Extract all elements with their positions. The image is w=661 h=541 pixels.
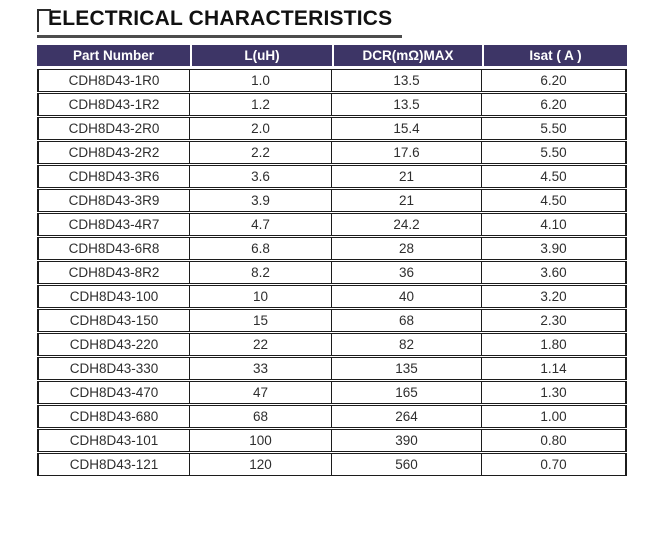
cell-part-number: CDH8D43-1R0	[37, 69, 190, 92]
corner-bracket-icon	[37, 9, 51, 32]
cell-isat-a: 4.50	[482, 165, 627, 188]
cell-part-number: CDH8D43-150	[37, 309, 190, 332]
cell-dcr-mohm-max: 24.2	[332, 213, 482, 236]
table-row: CDH8D43-2R2 2.2 17.6 5.50	[37, 141, 627, 164]
cell-part-number: CDH8D43-100	[37, 285, 190, 308]
cell-isat-a: 5.50	[482, 117, 627, 140]
cell-inductance-uh: 33	[190, 357, 332, 380]
cell-inductance-uh: 8.2	[190, 261, 332, 284]
table-row: CDH8D43-8R2 8.2 36 3.60	[37, 261, 627, 284]
table-row: CDH8D43-220 22 82 1.80	[37, 333, 627, 356]
cell-part-number: CDH8D43-680	[37, 405, 190, 428]
table-row: CDH8D43-1R0 1.0 13.5 6.20	[37, 69, 627, 92]
cell-part-number: CDH8D43-3R6	[37, 165, 190, 188]
cell-isat-a: 4.50	[482, 189, 627, 212]
cell-dcr-mohm-max: 560	[332, 453, 482, 476]
column-header-part-number: Part Number	[37, 45, 190, 68]
table-row: CDH8D43-680 68 264 1.00	[37, 405, 627, 428]
cell-part-number: CDH8D43-1R2	[37, 93, 190, 116]
cell-isat-a: 3.60	[482, 261, 627, 284]
cell-inductance-uh: 3.6	[190, 165, 332, 188]
table-header: Part Number L(uH) DCR(mΩ)MAX Isat ( A )	[37, 45, 627, 68]
column-header-dcr: DCR(mΩ)MAX	[332, 45, 482, 68]
cell-inductance-uh: 6.8	[190, 237, 332, 260]
column-header-inductance: L(uH)	[190, 45, 332, 68]
table-row: CDH8D43-330 33 135 1.14	[37, 357, 627, 380]
cell-isat-a: 6.20	[482, 69, 627, 92]
cell-inductance-uh: 1.2	[190, 93, 332, 116]
cell-dcr-mohm-max: 13.5	[332, 69, 482, 92]
cell-isat-a: 2.30	[482, 309, 627, 332]
cell-dcr-mohm-max: 21	[332, 189, 482, 212]
cell-dcr-mohm-max: 28	[332, 237, 482, 260]
cell-dcr-mohm-max: 82	[332, 333, 482, 356]
cell-dcr-mohm-max: 13.5	[332, 93, 482, 116]
cell-inductance-uh: 10	[190, 285, 332, 308]
cell-dcr-mohm-max: 17.6	[332, 141, 482, 164]
table-row: CDH8D43-3R6 3.6 21 4.50	[37, 165, 627, 188]
cell-part-number: CDH8D43-2R2	[37, 141, 190, 164]
cell-part-number: CDH8D43-6R8	[37, 237, 190, 260]
cell-isat-a: 0.70	[482, 453, 627, 476]
cell-part-number: CDH8D43-330	[37, 357, 190, 380]
table-row: CDH8D43-150 15 68 2.30	[37, 309, 627, 332]
cell-inductance-uh: 2.2	[190, 141, 332, 164]
electrical-characteristics-table: Part Number L(uH) DCR(mΩ)MAX Isat ( A ) …	[37, 44, 627, 477]
cell-part-number: CDH8D43-4R7	[37, 213, 190, 236]
table-row: CDH8D43-121 120 560 0.70	[37, 453, 627, 476]
cell-isat-a: 0.80	[482, 429, 627, 452]
cell-inductance-uh: 22	[190, 333, 332, 356]
cell-isat-a: 5.50	[482, 141, 627, 164]
cell-inductance-uh: 100	[190, 429, 332, 452]
cell-inductance-uh: 68	[190, 405, 332, 428]
cell-isat-a: 1.00	[482, 405, 627, 428]
cell-inductance-uh: 1.0	[190, 69, 332, 92]
cell-inductance-uh: 15	[190, 309, 332, 332]
cell-isat-a: 3.90	[482, 237, 627, 260]
page-title: ELECTRICAL CHARACTERISTICS	[48, 7, 393, 30]
table-row: CDH8D43-1R2 1.2 13.5 6.20	[37, 93, 627, 116]
cell-inductance-uh: 3.9	[190, 189, 332, 212]
cell-isat-a: 3.20	[482, 285, 627, 308]
cell-isat-a: 1.80	[482, 333, 627, 356]
cell-inductance-uh: 2.0	[190, 117, 332, 140]
table-row: CDH8D43-101 100 390 0.80	[37, 429, 627, 452]
cell-dcr-mohm-max: 68	[332, 309, 482, 332]
table-row: CDH8D43-100 10 40 3.20	[37, 285, 627, 308]
cell-inductance-uh: 47	[190, 381, 332, 404]
cell-isat-a: 1.30	[482, 381, 627, 404]
cell-part-number: CDH8D43-8R2	[37, 261, 190, 284]
cell-isat-a: 4.10	[482, 213, 627, 236]
cell-part-number: CDH8D43-2R0	[37, 117, 190, 140]
cell-dcr-mohm-max: 165	[332, 381, 482, 404]
cell-dcr-mohm-max: 15.4	[332, 117, 482, 140]
column-header-isat: Isat ( A )	[482, 45, 627, 68]
cell-part-number: CDH8D43-470	[37, 381, 190, 404]
cell-inductance-uh: 4.7	[190, 213, 332, 236]
table-row: CDH8D43-2R0 2.0 15.4 5.50	[37, 117, 627, 140]
table-row: CDH8D43-470 47 165 1.30	[37, 381, 627, 404]
table-row: CDH8D43-3R9 3.9 21 4.50	[37, 189, 627, 212]
cell-dcr-mohm-max: 40	[332, 285, 482, 308]
cell-isat-a: 6.20	[482, 93, 627, 116]
table-row: CDH8D43-4R7 4.7 24.2 4.10	[37, 213, 627, 236]
cell-dcr-mohm-max: 21	[332, 165, 482, 188]
cell-dcr-mohm-max: 135	[332, 357, 482, 380]
cell-part-number: CDH8D43-220	[37, 333, 190, 356]
cell-dcr-mohm-max: 36	[332, 261, 482, 284]
table-row: CDH8D43-6R8 6.8 28 3.90	[37, 237, 627, 260]
cell-part-number: CDH8D43-101	[37, 429, 190, 452]
cell-part-number: CDH8D43-3R9	[37, 189, 190, 212]
cell-part-number: CDH8D43-121	[37, 453, 190, 476]
section-title-block: ELECTRICAL CHARACTERISTICS	[37, 5, 403, 38]
cell-inductance-uh: 120	[190, 453, 332, 476]
table-body: CDH8D43-1R0 1.0 13.5 6.20 CDH8D43-1R2 1.2 13.5…	[37, 69, 627, 476]
table-header-row: Part Number L(uH) DCR(mΩ)MAX Isat ( A )	[37, 45, 627, 68]
cell-isat-a: 1.14	[482, 357, 627, 380]
cell-dcr-mohm-max: 390	[332, 429, 482, 452]
cell-dcr-mohm-max: 264	[332, 405, 482, 428]
